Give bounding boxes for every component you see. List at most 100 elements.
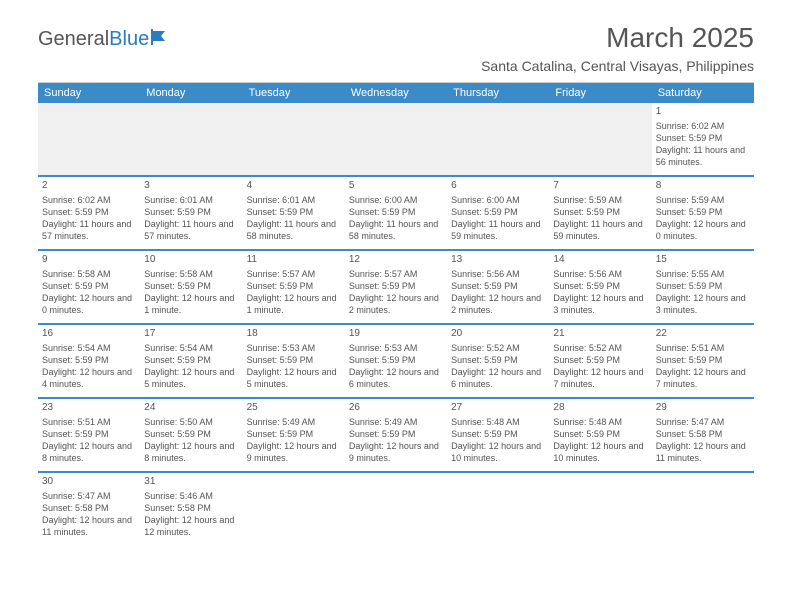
sunset-text: Sunset: 5:59 PM (553, 280, 647, 292)
day-header: Thursday (447, 83, 549, 103)
sunrise-text: Sunrise: 5:51 AM (656, 342, 750, 354)
calendar-week: 16Sunrise: 5:54 AMSunset: 5:59 PMDayligh… (38, 325, 754, 399)
sunrise-text: Sunrise: 6:01 AM (247, 194, 341, 206)
calendar-cell: 13Sunrise: 5:56 AMSunset: 5:59 PMDayligh… (447, 251, 549, 323)
daylight-text: Daylight: 12 hours and 6 minutes. (451, 366, 545, 390)
day-number: 11 (247, 253, 341, 267)
day-number: 29 (656, 401, 750, 415)
calendar-cell: 19Sunrise: 5:53 AMSunset: 5:59 PMDayligh… (345, 325, 447, 397)
sunrise-text: Sunrise: 5:50 AM (144, 416, 238, 428)
daylight-text: Daylight: 12 hours and 2 minutes. (451, 292, 545, 316)
sunset-text: Sunset: 5:59 PM (656, 280, 750, 292)
calendar-cell-empty (243, 103, 345, 175)
logo: GeneralBlue (38, 28, 173, 51)
sunset-text: Sunset: 5:59 PM (144, 354, 238, 366)
month-title: March 2025 (481, 22, 754, 54)
day-number: 1 (656, 105, 750, 119)
sunset-text: Sunset: 5:59 PM (42, 280, 136, 292)
sunset-text: Sunset: 5:59 PM (42, 354, 136, 366)
calendar-week: 9Sunrise: 5:58 AMSunset: 5:59 PMDaylight… (38, 251, 754, 325)
sunset-text: Sunset: 5:59 PM (451, 280, 545, 292)
sunrise-text: Sunrise: 5:52 AM (553, 342, 647, 354)
calendar-cell: 12Sunrise: 5:57 AMSunset: 5:59 PMDayligh… (345, 251, 447, 323)
daylight-text: Daylight: 12 hours and 5 minutes. (144, 366, 238, 390)
sunrise-text: Sunrise: 6:00 AM (349, 194, 443, 206)
day-number: 16 (42, 327, 136, 341)
calendar-cell-empty (38, 103, 140, 175)
daylight-text: Daylight: 12 hours and 10 minutes. (451, 440, 545, 464)
daylight-text: Daylight: 12 hours and 1 minute. (247, 292, 341, 316)
calendar-cell: 25Sunrise: 5:49 AMSunset: 5:59 PMDayligh… (243, 399, 345, 471)
calendar-cell: 2Sunrise: 6:02 AMSunset: 5:59 PMDaylight… (38, 177, 140, 249)
daylight-text: Daylight: 12 hours and 7 minutes. (656, 366, 750, 390)
sunrise-text: Sunrise: 5:57 AM (247, 268, 341, 280)
calendar-cell: 8Sunrise: 5:59 AMSunset: 5:59 PMDaylight… (652, 177, 754, 249)
calendar-cell: 6Sunrise: 6:00 AMSunset: 5:59 PMDaylight… (447, 177, 549, 249)
day-number: 4 (247, 179, 341, 193)
daylight-text: Daylight: 12 hours and 7 minutes. (553, 366, 647, 390)
calendar-cell-empty (549, 103, 651, 175)
calendar-cell: 9Sunrise: 5:58 AMSunset: 5:59 PMDaylight… (38, 251, 140, 323)
sunrise-text: Sunrise: 5:49 AM (247, 416, 341, 428)
daylight-text: Daylight: 12 hours and 6 minutes. (349, 366, 443, 390)
sunrise-text: Sunrise: 5:53 AM (349, 342, 443, 354)
daylight-text: Daylight: 12 hours and 3 minutes. (656, 292, 750, 316)
day-number: 20 (451, 327, 545, 341)
sunset-text: Sunset: 5:59 PM (349, 280, 443, 292)
day-number: 15 (656, 253, 750, 267)
daylight-text: Daylight: 12 hours and 9 minutes. (247, 440, 341, 464)
day-header: Monday (140, 83, 242, 103)
sunset-text: Sunset: 5:59 PM (144, 428, 238, 440)
sunrise-text: Sunrise: 5:55 AM (656, 268, 750, 280)
sunrise-text: Sunrise: 5:51 AM (42, 416, 136, 428)
daylight-text: Daylight: 11 hours and 58 minutes. (349, 218, 443, 242)
calendar-cell-empty (345, 473, 447, 545)
day-header: Wednesday (345, 83, 447, 103)
day-number: 3 (144, 179, 238, 193)
daylight-text: Daylight: 12 hours and 8 minutes. (42, 440, 136, 464)
day-number: 8 (656, 179, 750, 193)
sunset-text: Sunset: 5:59 PM (553, 354, 647, 366)
calendar-grid: SundayMondayTuesdayWednesdayThursdayFrid… (38, 82, 754, 545)
calendar-cell: 31Sunrise: 5:46 AMSunset: 5:58 PMDayligh… (140, 473, 242, 545)
daylight-text: Daylight: 12 hours and 12 minutes. (144, 514, 238, 538)
day-header: Tuesday (243, 83, 345, 103)
sunset-text: Sunset: 5:59 PM (451, 428, 545, 440)
daylight-text: Daylight: 12 hours and 3 minutes. (553, 292, 647, 316)
sunrise-text: Sunrise: 5:59 AM (656, 194, 750, 206)
sunset-text: Sunset: 5:58 PM (144, 502, 238, 514)
daylight-text: Daylight: 12 hours and 1 minute. (144, 292, 238, 316)
sunset-text: Sunset: 5:59 PM (144, 280, 238, 292)
sunrise-text: Sunrise: 5:48 AM (553, 416, 647, 428)
sunset-text: Sunset: 5:59 PM (247, 280, 341, 292)
calendar-cell: 21Sunrise: 5:52 AMSunset: 5:59 PMDayligh… (549, 325, 651, 397)
sunset-text: Sunset: 5:59 PM (656, 132, 750, 144)
logo-flag-icon (151, 28, 173, 51)
daylight-text: Daylight: 12 hours and 9 minutes. (349, 440, 443, 464)
calendar-cell: 4Sunrise: 6:01 AMSunset: 5:59 PMDaylight… (243, 177, 345, 249)
sunset-text: Sunset: 5:58 PM (42, 502, 136, 514)
day-number: 28 (553, 401, 647, 415)
day-number: 19 (349, 327, 443, 341)
location-text: Santa Catalina, Central Visayas, Philipp… (481, 58, 754, 74)
sunset-text: Sunset: 5:59 PM (349, 206, 443, 218)
calendar-cell: 1Sunrise: 6:02 AMSunset: 5:59 PMDaylight… (652, 103, 754, 175)
calendar-cell-empty (447, 473, 549, 545)
calendar-cell-empty (243, 473, 345, 545)
calendar-cell: 26Sunrise: 5:49 AMSunset: 5:59 PMDayligh… (345, 399, 447, 471)
calendar-cell-empty (447, 103, 549, 175)
daylight-text: Daylight: 11 hours and 59 minutes. (451, 218, 545, 242)
sunset-text: Sunset: 5:59 PM (553, 206, 647, 218)
sunrise-text: Sunrise: 5:47 AM (42, 490, 136, 502)
logo-text-general: General (38, 28, 109, 51)
sunset-text: Sunset: 5:59 PM (451, 206, 545, 218)
calendar-cell: 30Sunrise: 5:47 AMSunset: 5:58 PMDayligh… (38, 473, 140, 545)
sunset-text: Sunset: 5:58 PM (656, 428, 750, 440)
sunrise-text: Sunrise: 5:46 AM (144, 490, 238, 502)
sunrise-text: Sunrise: 5:58 AM (144, 268, 238, 280)
sunset-text: Sunset: 5:59 PM (349, 354, 443, 366)
sunset-text: Sunset: 5:59 PM (656, 206, 750, 218)
sunrise-text: Sunrise: 5:53 AM (247, 342, 341, 354)
sunrise-text: Sunrise: 6:01 AM (144, 194, 238, 206)
calendar-cell: 10Sunrise: 5:58 AMSunset: 5:59 PMDayligh… (140, 251, 242, 323)
